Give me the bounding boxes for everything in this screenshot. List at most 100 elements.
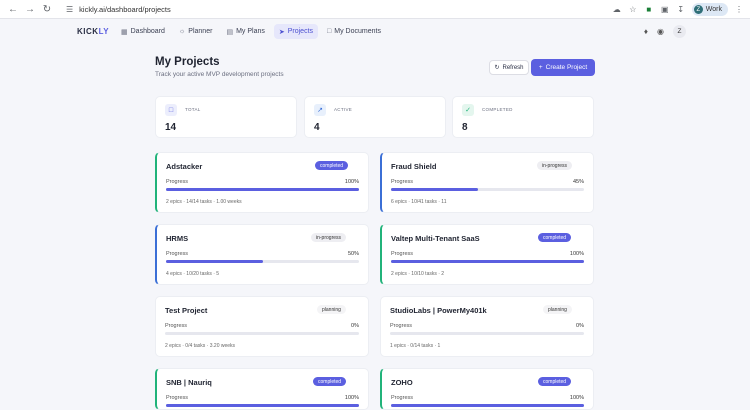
progress-label: Progress xyxy=(391,251,414,257)
forward-arrow-icon[interactable]: → xyxy=(25,3,35,15)
project-name: Adstacker xyxy=(166,162,203,171)
project-meta: 1 epics · 0/14 tasks · 1 xyxy=(390,343,441,349)
cloud-icon[interactable]: ☁ xyxy=(612,5,621,14)
plus-icon: + xyxy=(538,64,543,71)
page-subtitle: Track your active MVP development projec… xyxy=(155,71,284,78)
star-icon[interactable]: ☆ xyxy=(629,5,637,14)
user-avatar[interactable]: Z xyxy=(673,25,686,38)
refresh-button[interactable]: ↻ Refresh xyxy=(489,60,529,75)
project-meta: 2 epics · 0/4 tasks · 3.20 weeks xyxy=(165,343,236,349)
progress-percent: 100% xyxy=(569,251,584,257)
nav-projects[interactable]: ➤ Projects xyxy=(273,24,319,39)
profile-label: Work xyxy=(705,6,722,13)
nav-label: Planner xyxy=(188,28,213,35)
browser-toolbar: ← → ↻ ☰ kickly.ai/dashboard/projects ☁ ☆… xyxy=(0,0,750,19)
logo[interactable]: KICKLY xyxy=(77,27,109,36)
stat-label: COMPLETED xyxy=(482,107,513,112)
progress-label: Progress xyxy=(390,323,413,329)
file-icon: □ xyxy=(327,28,332,35)
project-name: SNB | Nauriq xyxy=(166,378,212,387)
project-card[interactable]: StudioLabs | PowerMy401k planning Progre… xyxy=(380,296,594,357)
back-arrow-icon[interactable]: ← xyxy=(8,3,18,15)
stat-label: ACTIVE xyxy=(334,107,353,112)
nav-planner[interactable]: ☼ Planner xyxy=(174,24,218,39)
project-card[interactable]: ZOHO completed Progress 100% xyxy=(380,368,594,410)
progress-percent: 100% xyxy=(344,179,359,185)
status-badge: planning xyxy=(543,305,572,314)
stat-card-total: □ TOTAL 14 xyxy=(155,96,297,138)
project-name: StudioLabs | PowerMy401k xyxy=(390,306,487,315)
status-badge: completed xyxy=(313,377,347,386)
status-badge: completed xyxy=(538,377,572,386)
palette-icon[interactable]: ◉ xyxy=(657,27,664,36)
progress-fill xyxy=(166,188,359,191)
progress-percent: 100% xyxy=(569,395,584,401)
bell-icon[interactable]: ♦ xyxy=(643,27,649,36)
nav-my-documents[interactable]: □ My Documents xyxy=(322,24,386,39)
rocket-icon: ➤ xyxy=(278,28,285,36)
project-card[interactable]: HRMS in-progress Progress 50% 4 epics · … xyxy=(155,224,369,285)
project-meta: 4 epics · 10/20 tasks · 5 xyxy=(166,271,220,277)
progress-percent: 45% xyxy=(572,179,584,185)
address-bar[interactable]: kickly.ai/dashboard/projects xyxy=(79,4,171,14)
project-meta: 6 epics · 10/41 tasks · 11 xyxy=(391,199,447,205)
status-badge: in-progress xyxy=(537,161,573,170)
progress-bar xyxy=(166,260,359,263)
stat-label: TOTAL xyxy=(185,107,201,112)
nav-label: Dashboard xyxy=(130,28,165,35)
project-meta: 2 epics · 10/10 tasks · 2 xyxy=(391,271,445,277)
project-meta: 2 epics · 14/14 tasks · 1.00 weeks xyxy=(166,199,242,205)
project-name: Fraud Shield xyxy=(391,162,437,171)
create-project-button[interactable]: + Create Project xyxy=(531,59,595,76)
progress-label: Progress xyxy=(166,395,189,401)
project-name: HRMS xyxy=(166,234,189,243)
stat-value: 8 xyxy=(462,122,468,133)
progress-fill xyxy=(166,404,359,407)
extension-icon[interactable]: ■ xyxy=(646,5,652,14)
progress-fill xyxy=(391,188,478,191)
logo-main: KICK xyxy=(77,27,99,36)
profile-chip[interactable]: Z Work xyxy=(691,3,728,16)
progress-label: Progress xyxy=(391,179,414,185)
project-card[interactable]: Adstacker completed Progress 100% 2 epic… xyxy=(155,152,369,213)
stat-value: 14 xyxy=(165,122,177,133)
page-title: My Projects xyxy=(155,56,220,68)
project-card[interactable]: SNB | Nauriq completed Progress 100% xyxy=(155,368,369,410)
avatar: Z xyxy=(693,5,703,14)
menu-icon[interactable]: ⋮ xyxy=(735,5,743,14)
main-nav: ▦ Dashboard ☼ Planner ▤ My Plans ➤ Projects … xyxy=(116,24,386,39)
status-badge: planning xyxy=(317,305,346,314)
download-icon[interactable]: ↧ xyxy=(677,5,685,14)
nav-label: Projects xyxy=(287,28,314,35)
project-card[interactable]: Fraud Shield in-progress Progress 45% 6 … xyxy=(380,152,594,213)
project-card[interactable]: Test Project planning Progress 0% 2 epic… xyxy=(155,296,369,357)
refresh-label: Refresh xyxy=(502,64,524,71)
lightbulb-icon: ☼ xyxy=(178,28,186,35)
progress-bar xyxy=(391,260,584,263)
nav-my-plans[interactable]: ▤ My Plans xyxy=(221,24,269,39)
progress-bar xyxy=(166,188,359,191)
stat-value: 4 xyxy=(314,122,320,133)
progress-fill xyxy=(391,260,584,263)
reload-icon[interactable]: ↻ xyxy=(42,3,52,15)
progress-percent: 100% xyxy=(344,395,359,401)
progress-bar xyxy=(165,332,359,335)
puzzle-icon[interactable]: ▣ xyxy=(661,5,669,14)
nav-dashboard[interactable]: ▦ Dashboard xyxy=(116,24,170,39)
progress-bar xyxy=(391,404,584,407)
status-badge: completed xyxy=(315,161,349,170)
progress-bar xyxy=(166,404,359,407)
project-name: ZOHO xyxy=(391,378,413,387)
nav-label: My Documents xyxy=(334,28,381,35)
progress-fill xyxy=(166,260,263,263)
progress-percent: 0% xyxy=(576,323,584,329)
status-badge: in-progress xyxy=(311,233,347,242)
site-settings-icon[interactable]: ☰ xyxy=(66,4,74,14)
progress-fill xyxy=(391,404,584,407)
grid-icon: ▦ xyxy=(121,28,128,36)
project-card[interactable]: Valtep Multi-Tenant SaaS completed Progr… xyxy=(380,224,594,285)
stat-card-active: ↗ ACTIVE 4 xyxy=(304,96,446,138)
project-name: Valtep Multi-Tenant SaaS xyxy=(391,234,480,243)
logo-accent: LY xyxy=(98,27,110,36)
progress-label: Progress xyxy=(165,323,188,329)
